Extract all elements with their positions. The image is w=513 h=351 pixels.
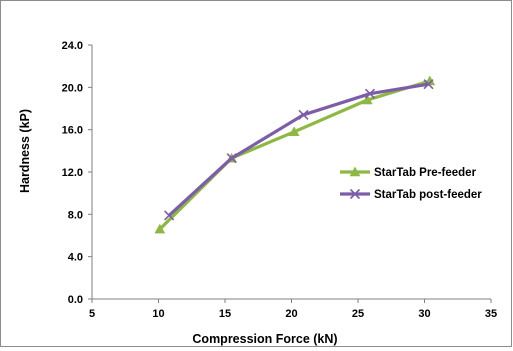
data-point-stroke (423, 79, 434, 90)
x-tick-label: 20 (285, 308, 297, 320)
data-point (164, 210, 175, 221)
y-tick-label: 16.0 (62, 125, 83, 137)
x-tick-label: 35 (485, 308, 497, 320)
legend-label: StarTab Pre-feeder (374, 167, 477, 179)
data-point (423, 79, 434, 90)
data-point (364, 88, 376, 99)
y-tick-label: 4.0 (68, 252, 83, 264)
y-tick-label: 20.0 (62, 82, 83, 94)
axes: 0.0 4.0 8.0 12.0 16.0 20.0 24.0 5 10 15 20 25 30 35 (62, 40, 498, 320)
x-tick-label: 15 (219, 308, 231, 320)
legend-marker (349, 188, 361, 200)
x-tick-label: 10 (152, 308, 164, 320)
y-tick-label: 8.0 (68, 209, 83, 221)
data-point (226, 153, 237, 164)
legend-marker (349, 166, 361, 177)
y-tick-label: 12.0 (62, 167, 83, 179)
x-tick-label: 30 (418, 308, 430, 320)
legend-item: StarTab Pre-feeder (340, 166, 477, 179)
data-point-stroke (226, 153, 237, 164)
data-point (288, 126, 300, 137)
y-axis-label: Hardness (kP) (18, 109, 32, 193)
legend-marker-stroke (349, 188, 361, 200)
x-tick-label: 25 (352, 308, 364, 320)
data-point-stroke (364, 88, 376, 99)
legend-label: StarTab post-feeder (374, 189, 482, 201)
y-tick-label: 0.0 (68, 294, 83, 306)
series-layer (154, 75, 436, 234)
line-chart: 0.0 4.0 8.0 12.0 16.0 20.0 24.0 5 10 15 20 25 30 35 S… (18, 40, 498, 346)
data-point (298, 109, 309, 120)
data-point-stroke (164, 210, 175, 221)
legend: StarTab Pre-feeder StarTab post-feeder (340, 166, 482, 201)
series-1 (154, 75, 436, 234)
data-point (361, 94, 373, 105)
series-line (158, 79, 431, 231)
y-tick-label: 24.0 (62, 40, 83, 52)
x-tick-label: 5 (89, 308, 95, 320)
data-point (154, 223, 166, 234)
data-point-stroke (298, 109, 309, 120)
series-2 (164, 79, 434, 221)
legend-item: StarTab post-feeder (340, 188, 482, 201)
x-axis-label: Compression Force (kN) (192, 332, 337, 346)
